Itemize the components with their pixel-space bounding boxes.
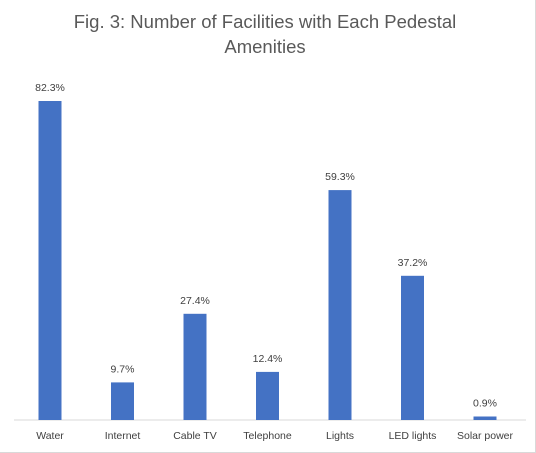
data-label-water: 82.3% xyxy=(35,82,65,94)
x-tick-label-water: Water xyxy=(36,430,64,442)
bar-telephone xyxy=(256,371,279,420)
x-tick-label-led-lights: LED lights xyxy=(389,430,437,442)
chart-title: Fig. 3: Number of Facilities with Each P… xyxy=(73,11,457,57)
x-tick-label-telephone: Telephone xyxy=(243,430,292,442)
data-label-internet: 9.7% xyxy=(111,363,135,375)
bar-internet xyxy=(111,382,134,420)
data-label-led-lights: 37.2% xyxy=(398,257,428,269)
bar-water xyxy=(38,101,62,420)
data-label-telephone: 12.4% xyxy=(253,353,283,365)
bar-cable-tv xyxy=(183,313,207,420)
bar-lights xyxy=(328,190,352,420)
bar-solar-power xyxy=(473,416,497,420)
x-tick-label-solar-power: Solar power xyxy=(457,430,514,442)
data-label-lights: 59.3% xyxy=(325,171,355,183)
data-label-cable-tv: 27.4% xyxy=(180,295,210,307)
x-tick-label-lights: Lights xyxy=(326,430,354,442)
bar-led-lights xyxy=(401,275,424,420)
x-tick-label-internet: Internet xyxy=(105,430,141,442)
data-label-solar-power: 0.9% xyxy=(473,398,497,410)
x-tick-label-cable-tv: Cable TV xyxy=(173,430,217,442)
